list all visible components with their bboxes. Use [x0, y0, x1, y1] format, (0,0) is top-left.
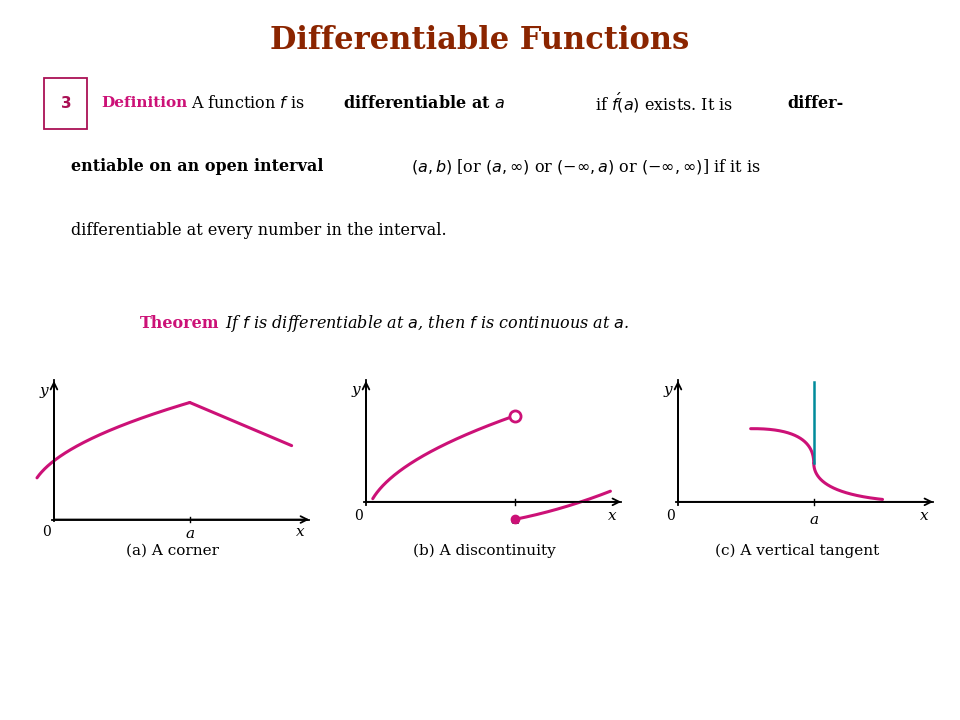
Text: differentiable at every number in the interval.: differentiable at every number in the in… [71, 222, 447, 239]
Text: differ-: differ- [787, 94, 844, 112]
Text: 0: 0 [666, 509, 675, 523]
Text: (b) A discontinuity: (b) A discontinuity [414, 544, 556, 558]
Text: if $f\'(a)$ exists. It is: if $f\'(a)$ exists. It is [590, 91, 734, 115]
Text: $(a, b)$ [or $(a, \infty)$ or $(-\infty, a)$ or $(-\infty, \infty)$] if it is: $(a, b)$ [or $(a, \infty)$ or $(-\infty,… [411, 157, 760, 176]
Text: x: x [920, 509, 928, 523]
Text: A function $f$ is: A function $f$ is [191, 94, 305, 112]
Text: Definition: Definition [101, 96, 187, 110]
Text: Theorem: Theorem [140, 315, 220, 333]
Text: x: x [296, 525, 304, 539]
Text: x: x [608, 509, 616, 523]
Text: If $f$ is differentiable at $a$, then $f$ is continuous at $a$.: If $f$ is differentiable at $a$, then $f… [225, 313, 630, 335]
Text: y: y [352, 383, 361, 397]
Bar [44, 78, 87, 129]
Text: y: y [40, 384, 49, 397]
Text: a: a [511, 513, 520, 526]
Text: 0: 0 [354, 509, 363, 523]
Text: Differentiable Functions: Differentiable Functions [271, 25, 689, 56]
Text: a: a [185, 528, 194, 541]
Text: differentiable at $a$: differentiable at $a$ [344, 94, 506, 112]
Text: (a) A corner: (a) A corner [127, 544, 219, 557]
Text: a: a [809, 513, 818, 526]
Text: entiable on an open interval: entiable on an open interval [71, 158, 324, 175]
Text: (c) A vertical tangent: (c) A vertical tangent [714, 544, 879, 558]
Text: 3: 3 [60, 96, 71, 111]
Text: 0: 0 [42, 525, 51, 539]
Text: y: y [664, 383, 673, 397]
